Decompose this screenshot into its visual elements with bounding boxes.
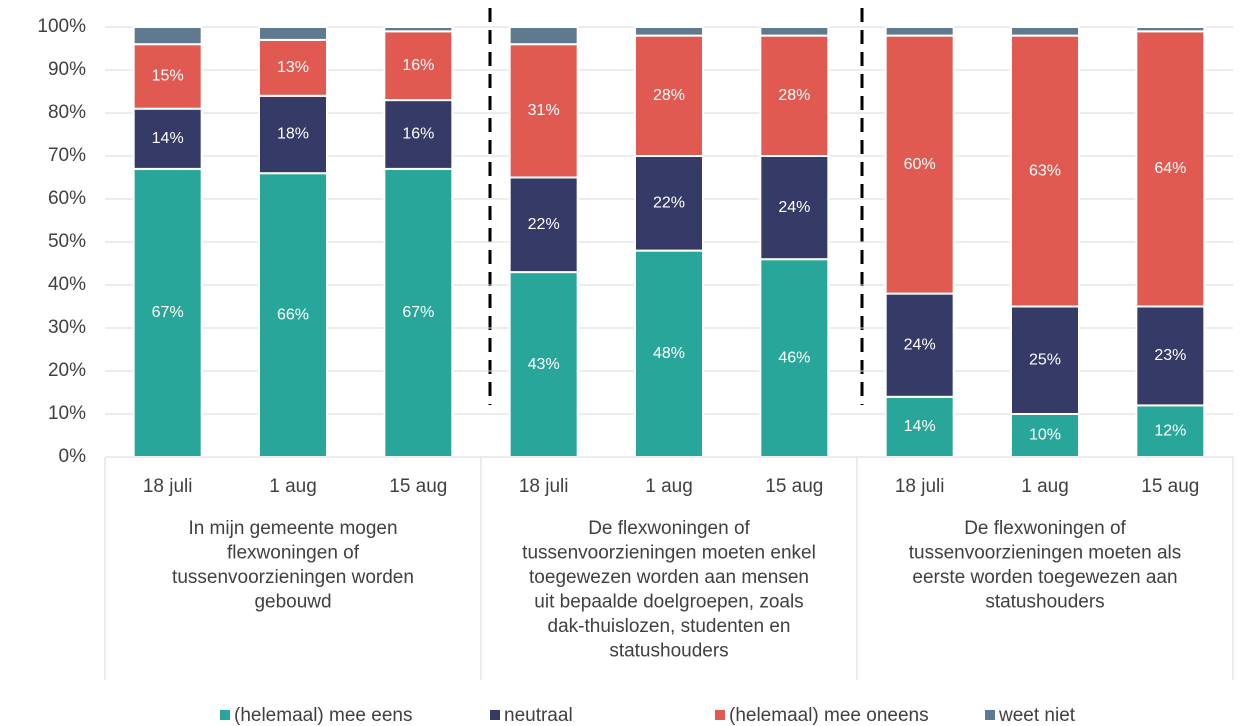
legend-swatch [715,710,725,720]
bar-segment [760,27,828,36]
group-label: tussenvoorzieningen moeten als [909,543,1182,564]
legend-label: neutraal [504,705,573,726]
group-label: toegewezen worden aan mensen [529,567,809,588]
data-label: 18% [277,126,309,143]
group-label: flexwoningen of [227,543,360,564]
data-label: 10% [1029,427,1061,444]
x-tick-label: 15 aug [765,476,823,497]
legend-swatch [220,710,230,720]
data-label: 23% [1154,347,1186,364]
y-tick-label: 30% [48,317,86,338]
group-label: De flexwoningen of [588,518,750,539]
bar-segment [886,27,954,36]
group-label: tussenvoorzieningen worden [172,567,414,588]
bar-segment [510,27,578,44]
data-label: 48% [653,345,685,362]
bar-segment [259,27,327,40]
bar-segment [384,27,452,31]
bar-segment [1136,27,1204,31]
data-label: 16% [402,57,434,74]
x-tick-label: 18 juli [519,476,569,497]
data-label: 14% [904,418,936,435]
x-tick-label: 15 aug [389,476,447,497]
bar-segment [1011,27,1079,36]
data-label: 66% [277,306,309,323]
data-label: 15% [152,68,184,85]
data-label: 25% [1029,351,1061,368]
data-label: 24% [904,336,936,353]
data-label: 64% [1154,160,1186,177]
data-label: 14% [152,130,184,147]
x-tick-label: 18 juli [143,476,193,497]
data-label: 31% [528,102,560,119]
y-tick-label: 70% [48,145,86,166]
data-label: 28% [778,87,810,104]
y-tick-label: 40% [48,274,86,295]
y-tick-label: 60% [48,188,86,209]
legend-label: (helemaal) mee eens [234,705,412,726]
data-label: 63% [1029,162,1061,179]
group-label: uit bepaalde doelgroepen, zoals [534,592,803,613]
y-tick-label: 80% [48,102,86,123]
y-tick-label: 50% [48,231,86,252]
data-label: 67% [402,304,434,321]
data-label: 43% [528,356,560,373]
x-tick-label: 15 aug [1141,476,1199,497]
x-tick-label: 18 juli [895,476,945,497]
group-label: statushouders [985,592,1104,613]
data-label: 46% [778,349,810,366]
x-tick-label: 1 aug [1021,476,1069,497]
y-tick-label: 90% [48,59,86,80]
legend-label: weet niet [998,705,1076,726]
chart: 0% 10% 20% 30% 40% 50% 60% 70% 80% 90% 100% 67% 14% 1… [0,0,1243,726]
legend-label: (helemaal) mee oneens [729,705,929,726]
x-tick-label: 1 aug [645,476,693,497]
group-label: statushouders [609,641,728,662]
data-label: 60% [904,156,936,173]
y-tick-label: 100% [37,16,86,37]
group-label: tussenvoorzieningen moeten enkel [522,543,816,564]
data-label: 22% [528,216,560,233]
bar-segment [134,27,202,44]
x-tick-label: 1 aug [269,476,317,497]
data-label: 12% [1154,422,1186,439]
y-tick-label: 20% [48,360,86,381]
bar-segment [635,27,703,36]
data-label: 16% [402,126,434,143]
data-label: 67% [152,304,184,321]
group-label: dak-thuislozen, studenten en [548,616,791,637]
data-label: 28% [653,87,685,104]
y-tick-label: 0% [59,446,87,467]
y-tick-label: 10% [48,403,86,424]
group-label: De flexwoningen of [964,518,1126,539]
legend-swatch [490,710,500,720]
group-label: eerste worden toegewezen aan [912,567,1177,588]
group-label: In mijn gemeente mogen [188,518,397,539]
data-label: 22% [653,195,685,212]
data-label: 13% [277,59,309,76]
legend-swatch [985,710,995,720]
group-label: gebouwd [254,592,331,613]
data-label: 24% [778,199,810,216]
